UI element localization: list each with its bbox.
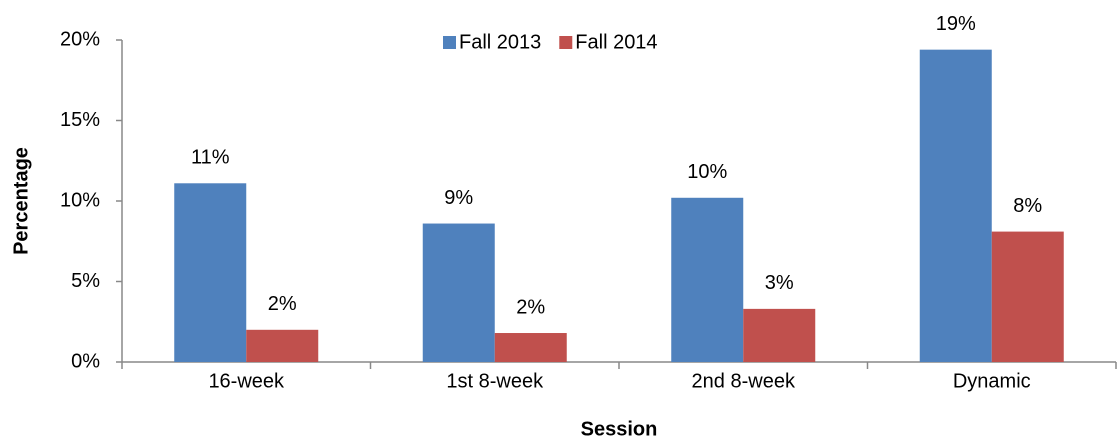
data-label: 2% [516, 296, 545, 318]
x-tick-label: 16-week [208, 370, 285, 392]
y-axis-label: Percentage [10, 147, 32, 255]
y-tick-label: 20% [60, 28, 100, 50]
x-tick-label: 2nd 8-week [692, 370, 796, 392]
bar [494, 333, 567, 362]
data-label: 2% [268, 293, 297, 315]
bar [174, 183, 247, 362]
bar [671, 197, 744, 362]
data-label: 11% [191, 147, 230, 169]
bar [919, 49, 992, 362]
bar [991, 231, 1064, 362]
y-tick-label: 15% [60, 109, 100, 131]
legend-label: Fall 2013 [459, 31, 541, 53]
x-tick-label: Dynamic [953, 370, 1031, 392]
data-label: 9% [444, 187, 473, 209]
y-tick-label: 0% [71, 350, 100, 372]
data-label: 19% [936, 13, 976, 35]
data-label: 8% [1013, 195, 1042, 217]
legend-swatch [559, 36, 573, 49]
x-tick-label: 1st 8-week [446, 370, 544, 392]
legend-label: Fall 2014 [575, 31, 657, 53]
bar [743, 308, 816, 362]
bar [246, 329, 319, 362]
bar [422, 223, 495, 362]
x-axis-label: Session [581, 418, 658, 440]
y-tick-label: 10% [60, 189, 100, 211]
data-label: 3% [765, 272, 794, 294]
y-tick-label: 5% [71, 270, 100, 292]
legend-swatch [443, 36, 456, 49]
data-label: 10% [687, 161, 727, 183]
